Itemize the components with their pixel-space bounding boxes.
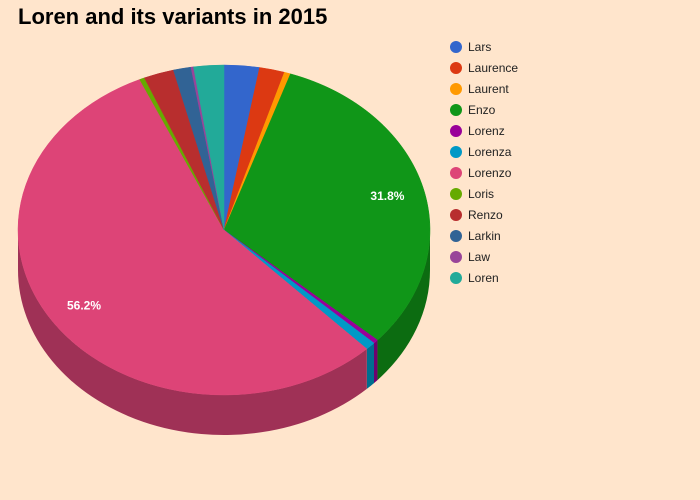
legend-label: Loren [468,270,499,285]
pie-side-enzo [377,230,430,381]
legend-label: Laurence [468,60,519,75]
pie-depth [18,230,430,436]
chart-title: Loren and its variants in 2015 [18,4,328,29]
legend-item-law[interactable]: Law [450,246,518,267]
legend-item-loren[interactable]: Loren [450,267,518,288]
pie-side-lorenz [374,340,378,384]
legend-label: Enzo [468,102,496,117]
pie-slice-lorenzo[interactable] [17,79,368,396]
legend-swatch [450,124,462,137]
legend-item-larkin[interactable]: Larkin [450,225,518,246]
legend-item-renzo[interactable]: Renzo [450,204,518,225]
legend-item-enzo[interactable]: Enzo [450,99,518,120]
legend-label: Loris [468,186,495,201]
legend-label: Lorenz [468,123,505,138]
legend-swatch [450,61,462,74]
legend-label: Law [468,249,491,264]
legend-swatch [450,82,462,95]
legend-swatch [450,229,462,242]
legend-label: Renzo [468,207,503,222]
legend-item-laurent[interactable]: Laurent [450,78,518,99]
legend-label: Larkin [468,228,501,243]
pie-side-lorenzo [18,230,367,436]
pie-labels: 31.8% 56.2% [67,189,405,313]
legend-item-lorenzo[interactable]: Lorenzo [450,162,518,183]
slice-label-enzo: 31.8% [370,189,404,203]
legend-swatch [450,145,462,158]
legend-swatch [450,103,462,116]
pie-slice-enzo[interactable] [223,73,431,341]
legend-item-lars[interactable]: Lars [450,36,518,57]
legend-swatch [450,187,462,200]
legend-label: Lorenzo [468,165,512,180]
legend-swatch [450,40,462,53]
legend-label: Laurent [468,81,509,96]
legend-item-loris[interactable]: Loris [450,183,518,204]
legend-item-lorenz[interactable]: Lorenz [450,120,518,141]
pie-slice-loren[interactable] [193,64,225,231]
legend-label: Lars [468,39,492,54]
slice-label-lorenzo: 56.2% [67,299,101,313]
legend-item-laurence[interactable]: Laurence [450,57,518,78]
legend-swatch [450,166,462,179]
legend-swatch [450,250,462,263]
legend-label: Lorenza [468,144,512,159]
legend: Lars Laurence Laurent Enzo Lorenz Lorenza Lore… [450,36,518,288]
pie-top [17,64,431,396]
legend-swatch [450,208,462,221]
legend-swatch [450,271,462,284]
pie-side-lorenza [366,343,375,389]
legend-item-lorenza[interactable]: Lorenza [450,141,518,162]
